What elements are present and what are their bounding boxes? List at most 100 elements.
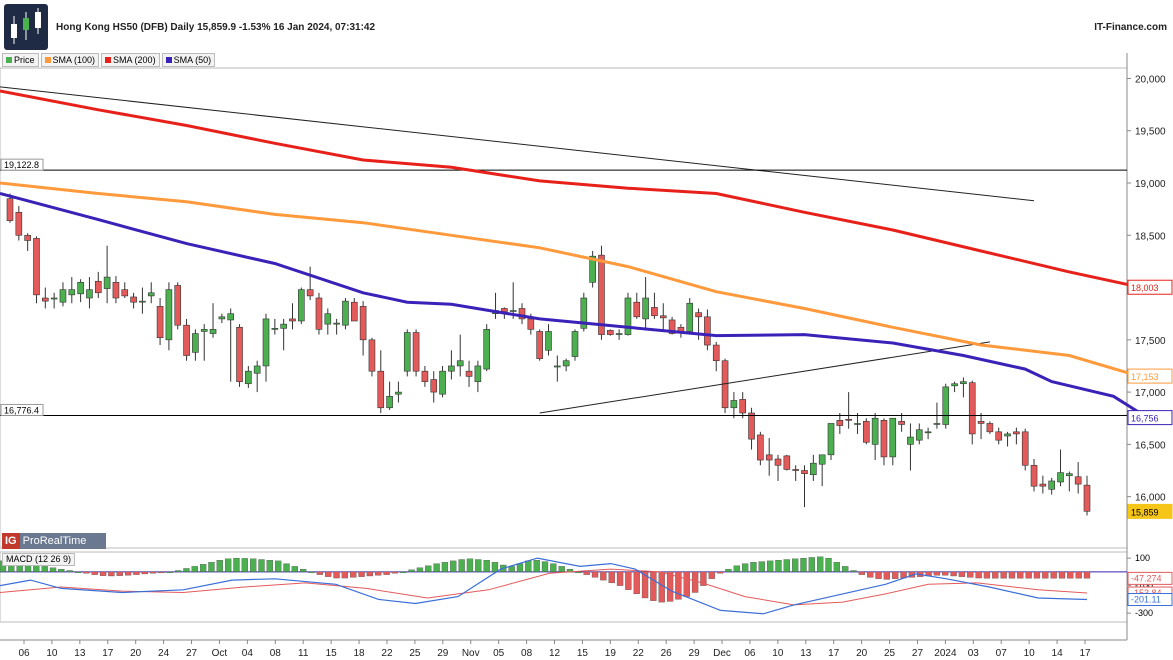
candle (924, 431, 932, 434)
macd-bar (1008, 571, 1016, 579)
x-tick-label: 06 (744, 648, 756, 659)
macd-bar (491, 562, 499, 573)
macd-bar (208, 562, 215, 573)
macd-bar (516, 563, 524, 573)
macd-bar (41, 566, 48, 573)
legend-item-sma50[interactable]: SMA (50) (161, 53, 216, 67)
y-tick-label: 16,000 (1135, 493, 1166, 504)
candle (739, 399, 747, 414)
macd-bar (508, 566, 515, 573)
x-tick-label: 11 (298, 648, 309, 659)
candle (792, 469, 799, 471)
legend-swatch-sma200 (105, 57, 112, 63)
macd-bar (858, 571, 866, 575)
x-tick-label: 10 (1024, 648, 1036, 659)
x-tick-label: 14 (1052, 648, 1064, 659)
candle (730, 400, 738, 409)
candle (183, 324, 190, 356)
legend-item-sma100[interactable]: SMA (100) (40, 53, 100, 67)
candle (642, 297, 649, 320)
candle (527, 318, 535, 330)
legend-label: SMA (200) (113, 55, 156, 65)
macd-value-box (1127, 571, 1173, 585)
candle (748, 412, 755, 440)
candle (624, 297, 632, 335)
x-tick-label: 15 (577, 648, 589, 659)
candle (915, 429, 923, 441)
candle (412, 332, 420, 372)
macd-bar (216, 560, 223, 573)
y-tick-label: 17,500 (1135, 336, 1166, 347)
macd-bar (700, 571, 707, 586)
candle (951, 383, 958, 387)
macd-bar (91, 571, 98, 575)
macd-bar (666, 571, 674, 602)
candle (262, 318, 270, 367)
macd-bar (416, 567, 424, 573)
macd-bar (641, 571, 649, 599)
macd-bar (608, 571, 615, 584)
macd-bar (600, 571, 607, 581)
x-tick-label: 12 (549, 648, 561, 659)
candle (871, 417, 879, 445)
candle (333, 322, 340, 325)
macd-bar (49, 567, 57, 573)
candle (668, 319, 676, 334)
legend-item-sma200[interactable]: SMA (200) (101, 53, 160, 67)
x-tick-label: 13 (800, 648, 812, 659)
y-tick-label: 20,000 (1135, 74, 1166, 85)
value-box (1127, 503, 1173, 519)
support-label: 19,122.8 (4, 160, 39, 170)
candle (24, 234, 31, 241)
macd-bar (291, 566, 298, 573)
macd-bar (358, 571, 365, 577)
macd-histogram (0, 556, 1091, 603)
macd-bar (183, 568, 190, 573)
macd-bar (775, 560, 782, 573)
candle (995, 431, 1003, 441)
macd-bar (350, 571, 357, 578)
macd-bar (766, 560, 774, 573)
candle (615, 333, 623, 335)
candle (1066, 473, 1073, 477)
candle (271, 328, 279, 330)
macd-bar (1058, 571, 1066, 579)
candle (854, 423, 861, 425)
x-tick-label: 18 (353, 648, 365, 659)
macd-bar (950, 571, 957, 577)
macd-bar (967, 571, 974, 578)
value-box-label: 16,756 (1131, 414, 1159, 424)
candle (536, 331, 543, 359)
macd-y-tick-label: -100 (1135, 581, 1153, 591)
x-tick-label: 22 (381, 648, 393, 659)
macd-bar (475, 559, 482, 573)
macd-bar (758, 561, 765, 573)
candle (386, 395, 393, 409)
macd-bar (433, 563, 440, 573)
y-tick-label: 19,500 (1135, 127, 1166, 138)
macd-bar (808, 557, 815, 573)
x-tick-label: 08 (521, 648, 533, 659)
candle (863, 421, 870, 443)
macd-bar (708, 571, 715, 579)
macd-bar (842, 566, 849, 573)
macd-bar (783, 559, 790, 573)
legend-item-price[interactable]: Price (2, 53, 39, 67)
candle (774, 458, 782, 466)
candle (880, 420, 888, 458)
macd-bar (483, 560, 490, 573)
macd-bar (116, 571, 123, 576)
candle (1048, 480, 1055, 490)
macd-bar (308, 571, 315, 574)
candle (554, 365, 561, 368)
x-tick-label: 20 (130, 648, 142, 659)
macd-panel (0, 551, 1128, 623)
support-label-box (0, 158, 44, 171)
value-box-label: 17,153 (1131, 372, 1159, 382)
macd-value-label: -201.11 (1131, 595, 1161, 605)
ig-logo: IG (2, 533, 20, 549)
candle (280, 323, 287, 329)
candle (474, 365, 482, 382)
candle (15, 211, 23, 236)
